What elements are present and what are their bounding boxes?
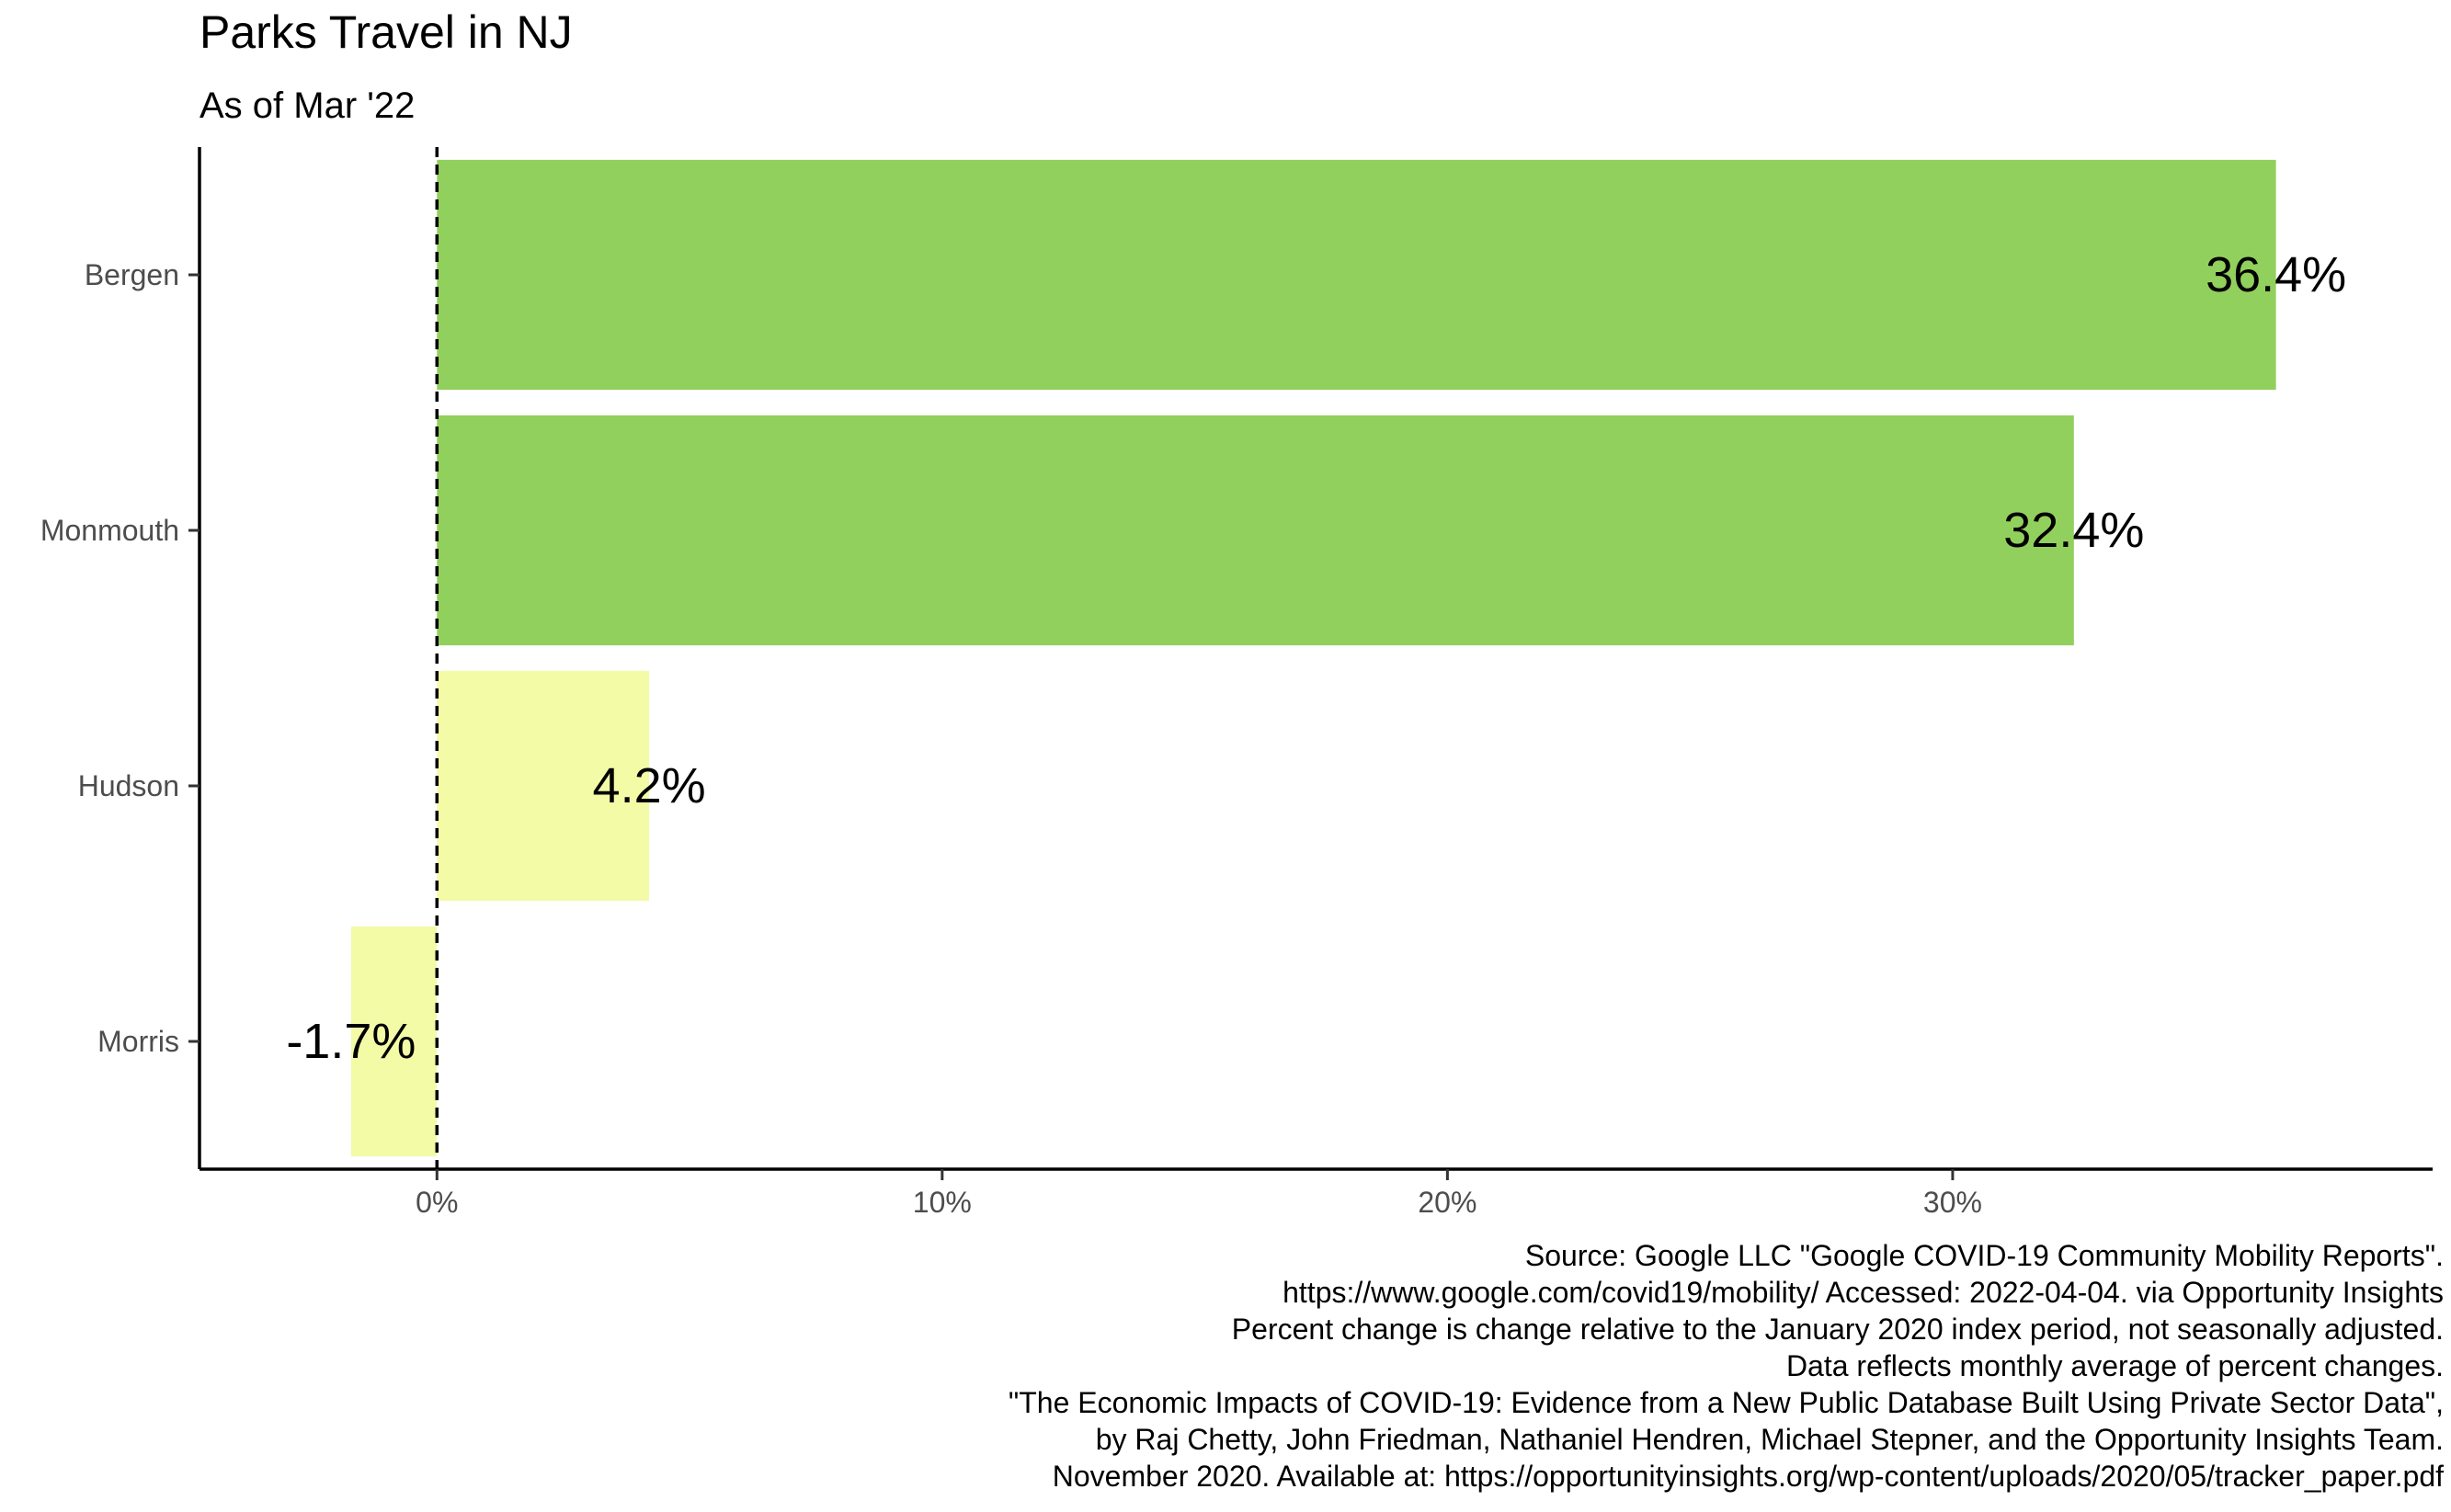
y-tick-label: Morris [97,1025,179,1058]
data-label: 4.2% [593,758,706,813]
bar-hudson [437,670,650,902]
source-caption: Source: Google LLC "Google COVID-19 Comm… [1009,1237,2444,1495]
caption-line: by Raj Chetty, John Friedman, Nathaniel … [1095,1423,2444,1456]
caption-line: November 2020. Available at: https://opp… [1052,1460,2444,1493]
caption-line: Source: Google LLC "Google COVID-19 Comm… [1524,1239,2444,1272]
x-tick-label: 10% [913,1186,972,1219]
x-tick-label: 20% [1418,1186,1476,1219]
caption-line: Data reflects monthly average of percent… [1785,1349,2444,1382]
data-label: 36.4% [2206,247,2346,302]
y-tick-label: Hudson [78,769,179,802]
chart-title: Parks Travel in NJ [200,6,573,58]
x-tick-label: 30% [1923,1186,1982,1219]
caption-line: "The Economic Impacts of COVID-19: Evide… [1008,1386,2444,1419]
caption-line: https://www.google.com/covid19/mobility/… [1282,1276,2444,1309]
y-tick-label: Monmouth [40,514,179,547]
y-tick-label: Bergen [85,258,179,291]
x-tick-label: 0% [416,1186,458,1219]
bar-bergen [437,159,2276,391]
bar-monmouth [437,415,2074,646]
data-label: -1.7% [286,1014,416,1069]
chart-subtitle: As of Mar '22 [200,85,416,126]
caption-line: Percent change is change relative to the… [1231,1313,2444,1346]
bar-morris [350,926,438,1157]
data-label: 32.4% [2003,503,2144,558]
